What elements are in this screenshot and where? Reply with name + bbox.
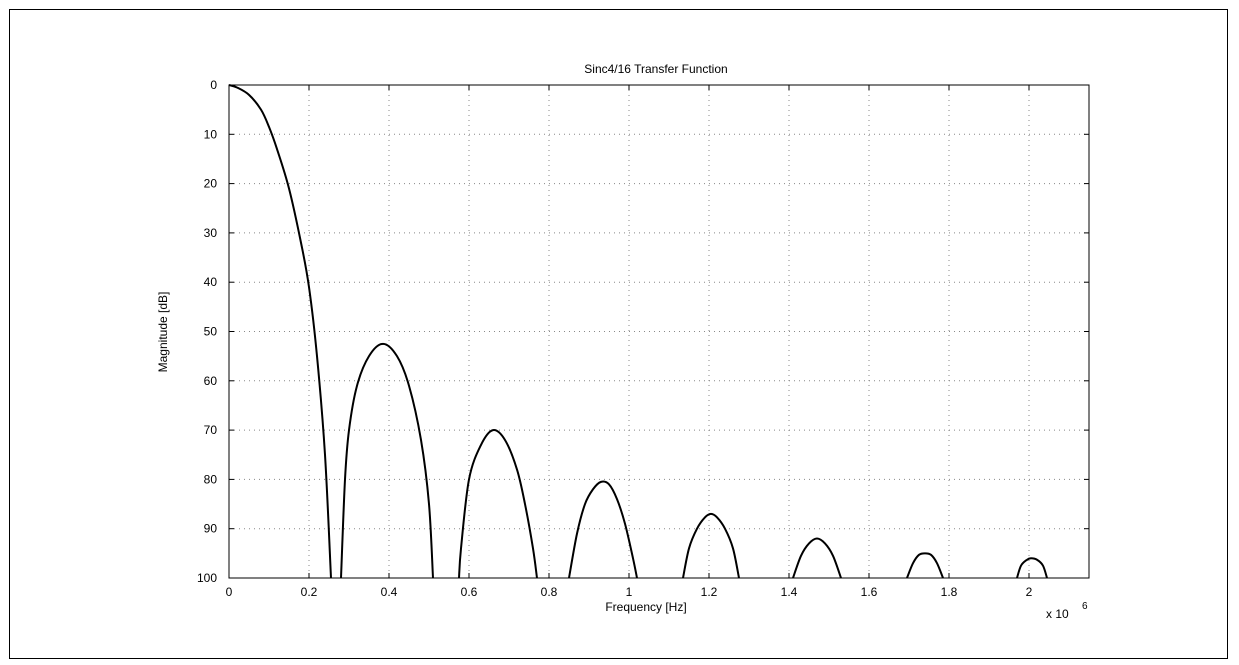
y-tick-label: 30 [204,226,218,240]
y-tick-label: 40 [204,275,218,289]
x-multiplier: x 10 [1046,607,1069,621]
x-tick-label: 0.2 [301,585,318,599]
x-tick-label: 1 [626,585,633,599]
series-magnitude [228,84,1048,579]
y-tick-label: 60 [204,374,218,388]
x-tick-label: 1.4 [781,585,798,599]
x-tick-label: 0.6 [461,585,478,599]
x-tick-label: 1.6 [861,585,878,599]
x-tick-label: 0.8 [541,585,558,599]
figure-frame [9,9,1228,659]
magnitude-lobe-6 [792,537,842,579]
y-tick-label: 0 [210,78,217,92]
magnitude-lobe-4 [568,480,638,579]
x-tick-label: 0 [226,585,233,599]
x-tick-label: 0.4 [381,585,398,599]
magnitude-lobe-2 [340,342,434,579]
y-tick-label: 70 [204,423,218,437]
y-tick-label: 90 [204,522,218,536]
chart-title: Sinc4/16 Transfer Function [584,62,727,76]
y-tick-label: 100 [197,571,217,585]
x-axis-label: Frequency [Hz] [605,600,686,614]
grid [229,85,1089,578]
magnitude-lobe-7 [906,552,944,579]
axis-ticks: 0 0.2 0.4 0.6 0.8 1 1.2 1.4 1.6 1.8 20102030405060… [197,78,1089,599]
magnitude-lobe-5 [682,512,740,579]
y-axis-label: Magnitude [dB] [156,292,170,373]
y-tick-label: 50 [204,325,218,339]
x-multiplier-exponent: 6 [1082,601,1088,612]
magnitude-lobe-3 [458,429,538,579]
magnitude-lobe-8 [1016,557,1048,579]
x-tick-label: 1.8 [941,585,958,599]
y-tick-label: 80 [204,472,218,486]
x-tick-label: 1.2 [701,585,718,599]
magnitude-lobe-1 [228,84,332,579]
y-tick-label: 10 [204,127,218,141]
y-tick-label: 20 [204,177,218,191]
x-tick-label: 2 [1026,585,1033,599]
